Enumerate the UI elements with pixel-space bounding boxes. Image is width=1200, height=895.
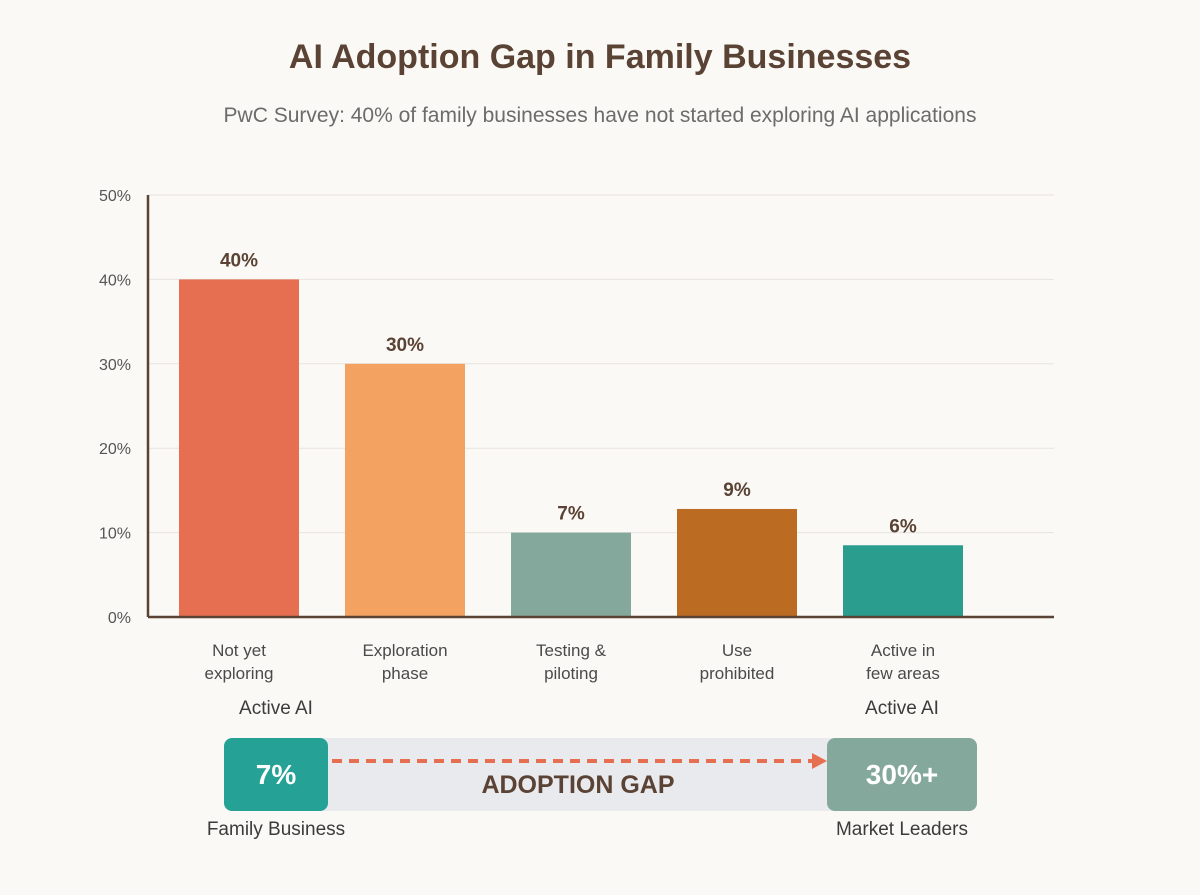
data-label: 9% <box>723 480 751 501</box>
bar <box>677 508 797 617</box>
adoption-gap-label: ADOPTION GAP <box>481 771 675 799</box>
right-caption-top: Active AI <box>865 698 939 719</box>
data-label: 6% <box>889 516 917 537</box>
y-tick-label: 30% <box>99 357 131 374</box>
bar <box>345 363 465 617</box>
x-tick-label: Active in <box>871 641 935 660</box>
x-tick-label: few areas <box>866 664 940 683</box>
y-tick-label: 10% <box>99 526 131 543</box>
chart-subtitle: PwC Survey: 40% of family businesses hav… <box>223 104 977 127</box>
right-caption-bottom: Market Leaders <box>835 819 968 840</box>
y-tick-label: 0% <box>108 610 131 627</box>
bar-chart: 0% 10% 20% 30% 40% 50% 40% Not yet exploring 30% E… <box>99 188 1054 683</box>
gap-arrow-head <box>812 753 827 769</box>
left-caption-bottom: Family Business <box>206 819 346 840</box>
x-tick-label: Exploration <box>362 641 447 660</box>
x-tick-label: Not yet <box>212 641 266 660</box>
x-tick-label: exploring <box>205 664 274 683</box>
data-label: 30% <box>386 335 424 356</box>
x-tick-label: Testing & <box>536 641 607 660</box>
bar <box>511 532 631 617</box>
y-tick-label: 20% <box>99 441 131 458</box>
bar <box>179 279 299 617</box>
x-tick-label: piloting <box>544 664 598 683</box>
y-tick-label: 50% <box>99 188 131 205</box>
left-caption-top: Active AI <box>239 698 313 719</box>
data-label: 40% <box>220 250 258 271</box>
chart-title: AI Adoption Gap in Family Businesses <box>288 38 912 76</box>
x-tick-label: prohibited <box>700 664 775 683</box>
x-tick-label: Use <box>722 641 752 660</box>
family-business-value-box: 7% <box>224 738 328 811</box>
data-label: 7% <box>557 504 585 525</box>
bar <box>843 545 963 617</box>
y-tick-label: 40% <box>99 272 131 289</box>
x-tick-label: phase <box>382 664 428 683</box>
market-leaders-value-box: 30%+ <box>827 738 977 811</box>
